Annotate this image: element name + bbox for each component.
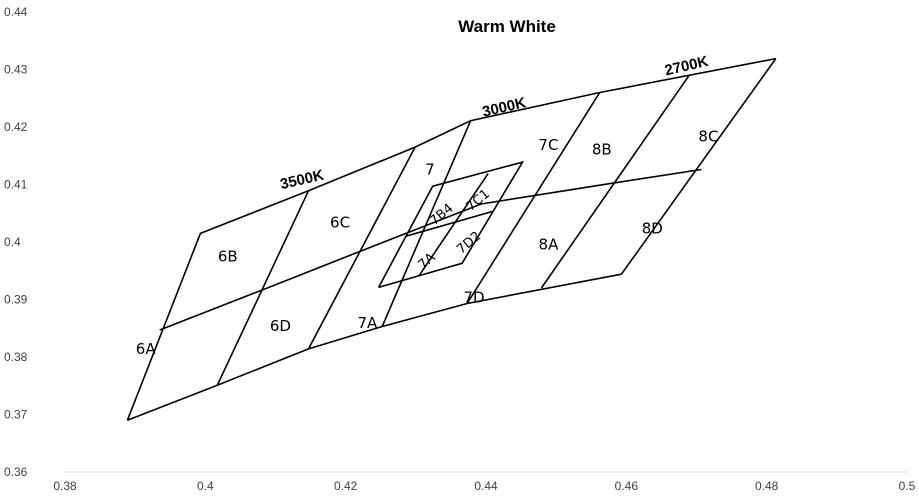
x-tick-label: 0.38 [53, 479, 77, 493]
x-tick-label: 0.44 [474, 479, 498, 493]
y-tick-label: 0.39 [4, 293, 28, 307]
y-tick-label: 0.41 [4, 178, 28, 192]
bin-boundary-line [418, 173, 489, 276]
bin-boundary-line [620, 58, 777, 275]
bin-label: 6B [218, 247, 238, 265]
y-axis-ticks: 0.36 0.37 0.38 0.39 0.4 0.41 0.42 0.43 0.44 [4, 5, 28, 479]
y-tick-label: 0.43 [4, 63, 28, 77]
bin-label: 7D [464, 288, 485, 306]
x-tick-label: 0.4 [197, 479, 214, 493]
y-tick-label: 0.38 [4, 350, 28, 364]
bin-label: 8A [539, 235, 560, 253]
bin-boundary-line [307, 146, 416, 350]
y-tick-label: 0.4 [4, 235, 21, 249]
bin-boundary-line [377, 160, 525, 289]
bin-label: 8D [642, 219, 663, 237]
bin-boundary-line [127, 273, 622, 421]
bin-label: 8C [698, 127, 718, 145]
bin-boundary-lines [126, 57, 777, 421]
chart-title: Warm White [458, 17, 556, 36]
bin-label: 7A [416, 250, 439, 273]
x-tick-label: 0.5 [899, 479, 916, 493]
cct-label: 3500K [279, 167, 326, 194]
y-tick-label: 0.37 [4, 408, 28, 422]
bin-boundary-line [159, 168, 702, 331]
bin-boundary-line [405, 210, 493, 237]
bin-label: 7A [358, 314, 379, 332]
x-tick-label: 0.46 [615, 479, 639, 493]
bin-label: 8B [592, 141, 612, 159]
bin-label: 6A [136, 340, 157, 358]
bin-label: 7C1 [464, 187, 493, 215]
x-tick-label: 0.48 [755, 479, 779, 493]
bin-label: 7B4 [427, 201, 456, 229]
bin-label: 6C [330, 214, 350, 232]
bin-boundary-line [216, 190, 310, 386]
y-tick-label: 0.42 [4, 120, 28, 134]
y-tick-label: 0.44 [4, 5, 28, 19]
y-tick-label: 0.36 [4, 465, 28, 479]
x-tick-label: 0.42 [334, 479, 358, 493]
bin-boundary-line [126, 57, 776, 421]
bin-label: 6D [270, 317, 291, 335]
x-axis-ticks: 0.38 0.4 0.42 0.44 0.46 0.48 0.5 [53, 479, 915, 493]
bin-boundary-line [540, 75, 690, 289]
bin-boundary-line [381, 120, 472, 327]
bin-boundary-line [466, 92, 601, 304]
bin-label: 7 [425, 161, 435, 179]
bin-label: 7C [538, 136, 558, 154]
cct-label: 3000K [481, 94, 528, 121]
